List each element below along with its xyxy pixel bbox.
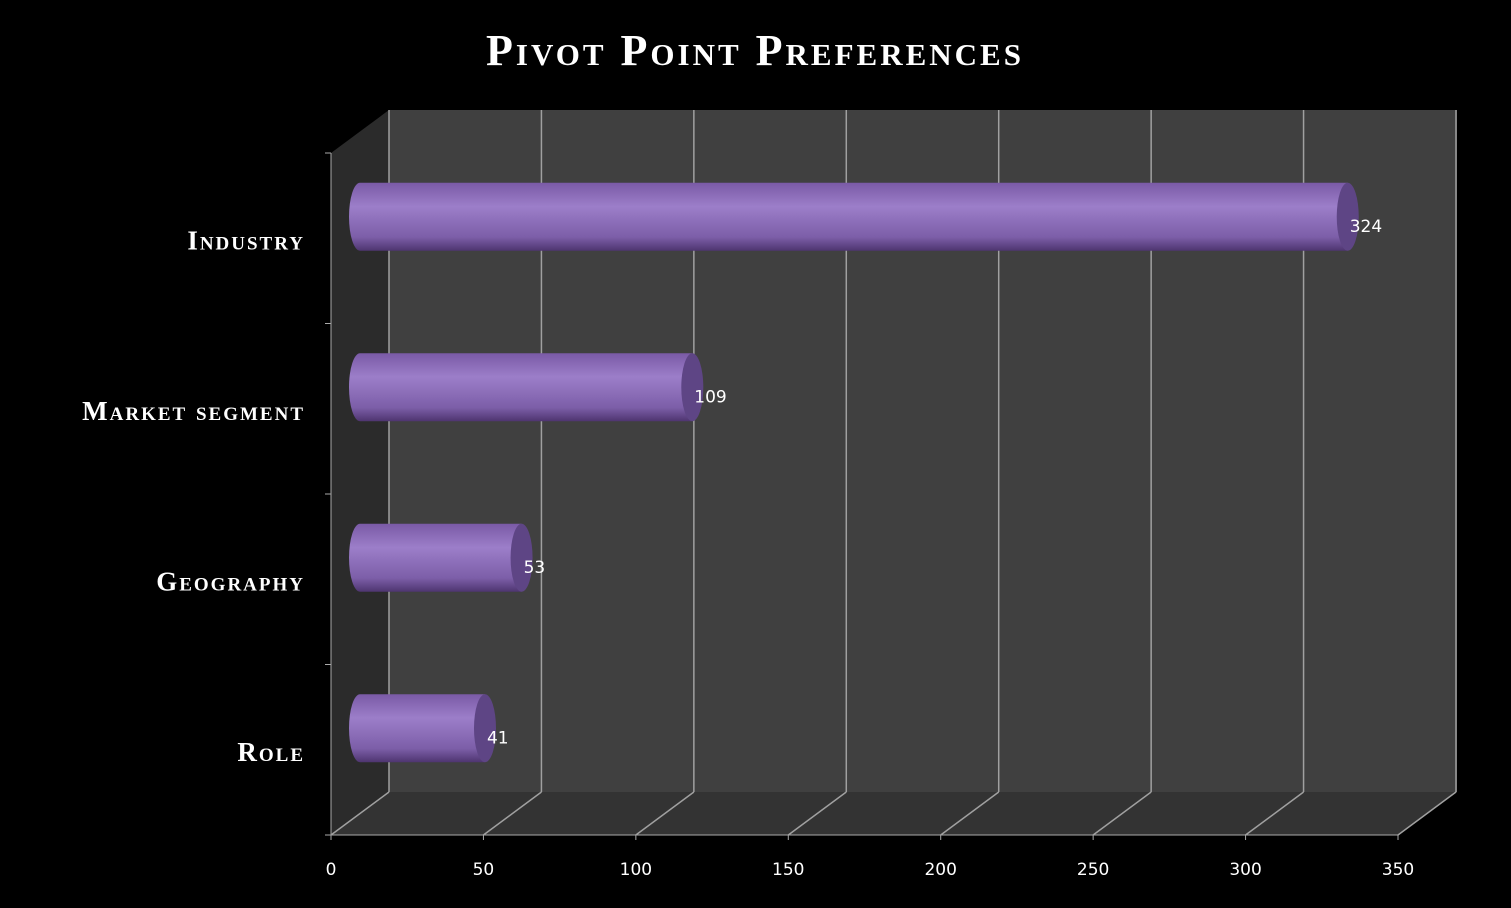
bar-body	[349, 694, 485, 763]
bar-cap	[1336, 182, 1359, 251]
grid-line	[1245, 791, 1305, 836]
x-tick-label: 250	[1077, 860, 1109, 880]
x-tick-label: 150	[772, 860, 804, 880]
bar-cap	[510, 523, 533, 592]
y-tick-label: Role	[237, 737, 305, 767]
back-wall	[389, 110, 1457, 792]
grid-line	[330, 791, 390, 836]
x-tick-label: 300	[1229, 860, 1261, 880]
floor	[331, 792, 1457, 835]
x-tick-label: 50	[473, 860, 495, 880]
bar	[349, 694, 496, 763]
grid-line	[635, 791, 695, 836]
x-tick-label: 350	[1382, 860, 1414, 880]
grid-line	[787, 791, 847, 836]
side-wall	[331, 110, 389, 835]
bar-cap	[473, 694, 496, 763]
grid-line	[940, 791, 1000, 836]
bar	[349, 182, 1359, 251]
value-label: 41	[487, 728, 509, 748]
bar-body	[349, 353, 693, 422]
y-tick-label: Industry	[187, 225, 305, 255]
bar-cap	[681, 353, 704, 422]
grid-line	[1397, 791, 1457, 836]
x-tick-label: 100	[620, 860, 652, 880]
value-label: 109	[694, 387, 726, 407]
value-label: 324	[1350, 217, 1382, 237]
bar	[349, 353, 704, 422]
grid-line	[482, 791, 542, 836]
bar-body	[349, 523, 522, 592]
bar-body	[349, 182, 1348, 251]
bar	[349, 523, 533, 592]
y-tick-label: Geography	[156, 566, 305, 596]
x-tick-label: 200	[924, 860, 956, 880]
grid-line	[1092, 791, 1152, 836]
y-tick-label: Market segment	[82, 396, 305, 426]
value-label: 53	[524, 558, 546, 578]
x-tick-label: 0	[326, 860, 337, 880]
chart-title: Pivot Point Preferences	[486, 26, 1024, 75]
